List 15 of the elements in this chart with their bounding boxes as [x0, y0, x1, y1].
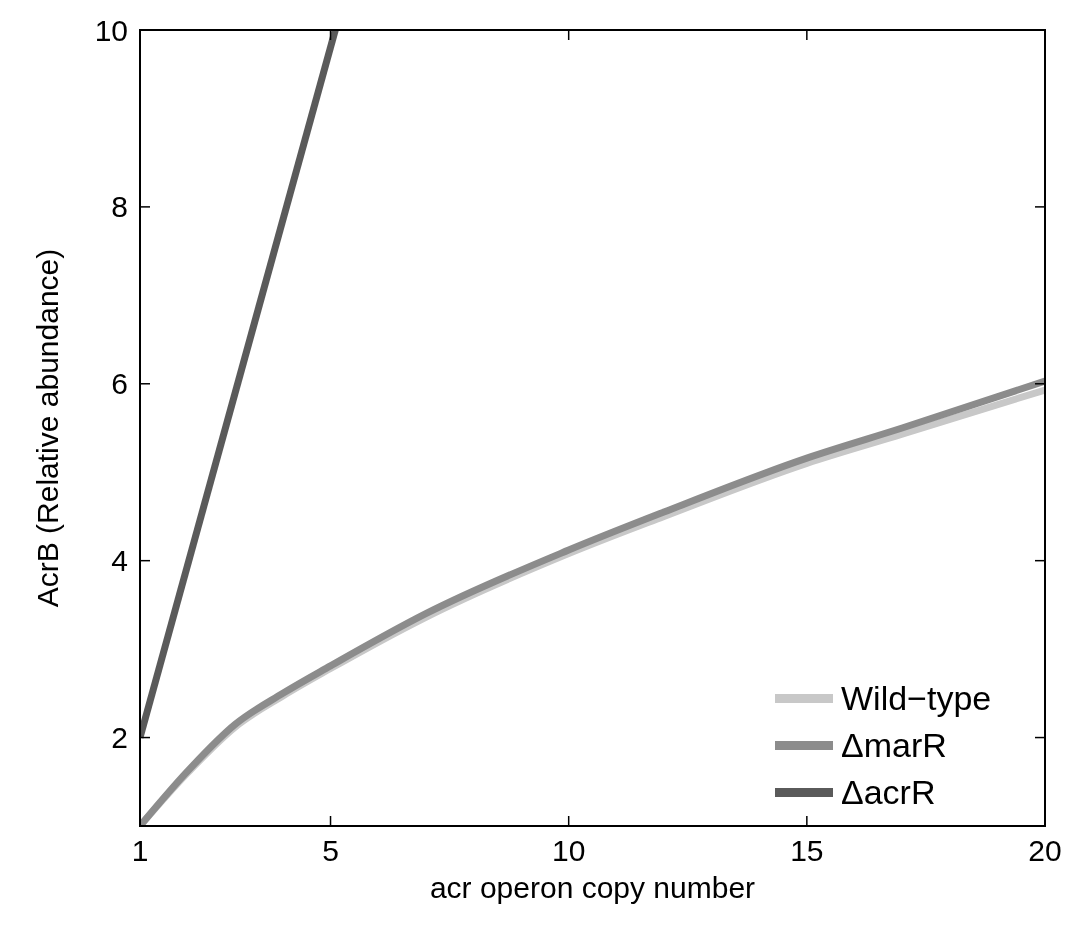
x-axis-title: acr operon copy number — [429, 871, 756, 904]
legend-label: Wild−type — [841, 679, 992, 718]
y-tick-label: 4 — [111, 544, 128, 578]
x-tick-label: 10 — [552, 834, 586, 867]
legend-label: ΔmarR — [841, 726, 947, 765]
y-axis-title: AcrB (Relative abundance) — [31, 248, 64, 608]
x-tick-label: 5 — [322, 834, 339, 867]
x-tick-label: 15 — [790, 834, 824, 867]
y-tick-label: 8 — [111, 190, 128, 224]
x-tick-label: 20 — [1028, 834, 1062, 867]
y-tick-label: 10 — [94, 13, 128, 47]
y-tick-label: 2 — [111, 721, 128, 755]
y-tick-label: 6 — [111, 367, 128, 401]
legend-label: ΔacrR — [841, 773, 936, 812]
x-tick-label: 1 — [131, 834, 149, 867]
